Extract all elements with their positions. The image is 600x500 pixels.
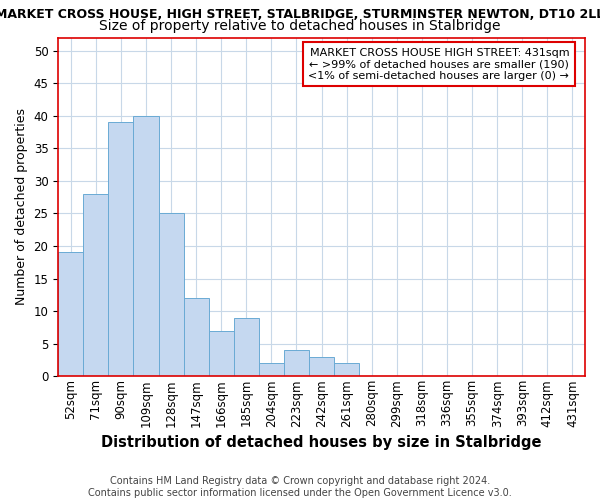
Text: MARKET CROSS HOUSE, HIGH STREET, STALBRIDGE, STURMINSTER NEWTON, DT10 2LL: MARKET CROSS HOUSE, HIGH STREET, STALBRI… (0, 8, 600, 20)
Bar (133, 116, 158, 376)
Bar (83, 194, 109, 376)
Bar (259, 363, 284, 376)
Text: MARKET CROSS HOUSE HIGH STREET: 431sqm
← >99% of detached houses are smaller (19: MARKET CROSS HOUSE HIGH STREET: 431sqm ←… (308, 48, 569, 81)
X-axis label: Distribution of detached houses by size in Stalbridge: Distribution of detached houses by size … (101, 435, 542, 450)
Text: Contains HM Land Registry data © Crown copyright and database right 2024.
Contai: Contains HM Land Registry data © Crown c… (88, 476, 512, 498)
Bar (334, 363, 359, 376)
Bar (284, 350, 309, 376)
Bar (109, 122, 133, 376)
Bar (58, 252, 83, 376)
Bar (309, 356, 334, 376)
Text: Size of property relative to detached houses in Stalbridge: Size of property relative to detached ho… (99, 19, 501, 33)
Y-axis label: Number of detached properties: Number of detached properties (15, 108, 28, 306)
Bar (158, 214, 184, 376)
Bar (234, 318, 259, 376)
Bar (209, 330, 234, 376)
Bar (184, 298, 209, 376)
